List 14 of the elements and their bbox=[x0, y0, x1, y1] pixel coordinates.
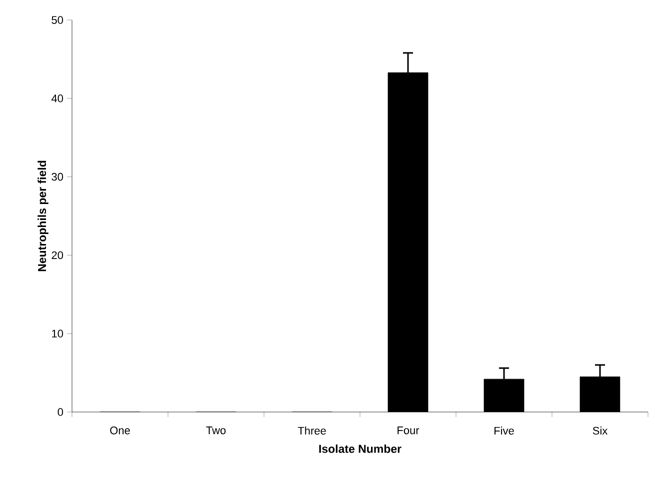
x-tick-label: Four bbox=[398, 426, 420, 434]
x-tick-label: Two bbox=[206, 426, 226, 434]
x-axis-title: Isolate Number bbox=[319, 444, 402, 453]
y-axis-title: Neutrophils per field bbox=[38, 160, 48, 272]
y-tick-label: 40 bbox=[51, 94, 64, 102]
x-tick-label: One bbox=[110, 426, 130, 434]
y-tick-label: 30 bbox=[52, 172, 64, 181]
y-tick-label: 20 bbox=[52, 251, 64, 260]
y-tick-label: 0 bbox=[58, 408, 64, 416]
x-tick-label: Six bbox=[592, 426, 608, 435]
x-tick-label: Five bbox=[494, 426, 514, 435]
y-tick-label: 10 bbox=[52, 330, 64, 338]
y-tick-label: 50 bbox=[52, 16, 64, 24]
x-tick-label: Three bbox=[298, 426, 326, 435]
